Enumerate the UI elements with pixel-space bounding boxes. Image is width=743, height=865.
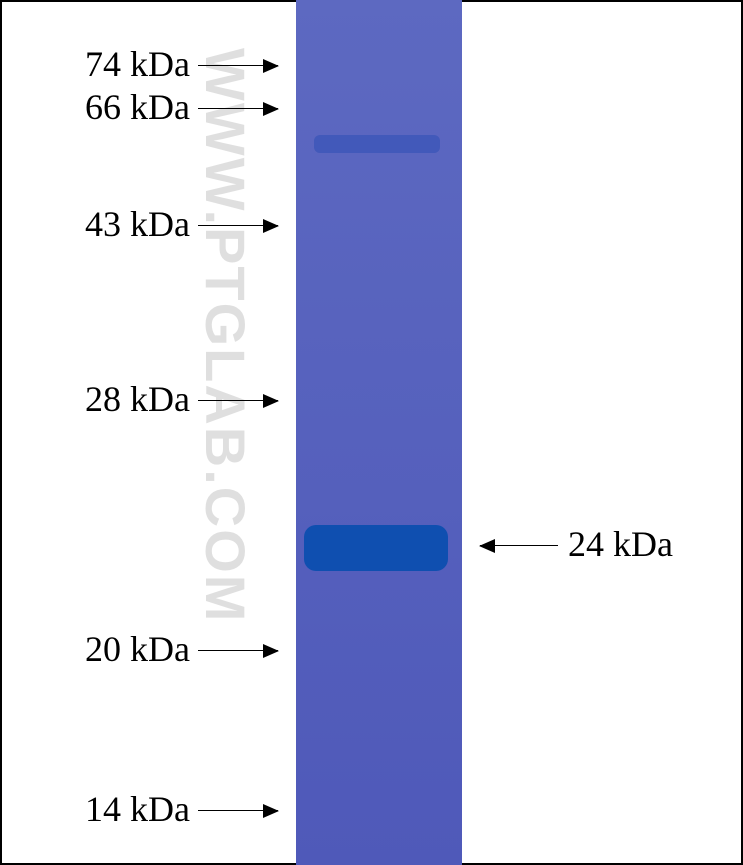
gel-lane (296, 0, 462, 865)
sample-arrow-0 (480, 545, 558, 546)
marker-label-5: 14 kDa (55, 788, 190, 830)
marker-label-0: 74 kDa (55, 43, 190, 85)
marker-arrow-5 (198, 810, 278, 811)
gel-band-1 (304, 525, 448, 571)
marker-arrow-0 (198, 65, 278, 66)
watermark-text: WWW.PTGLAB.COM (193, 48, 258, 623)
marker-arrow-1 (198, 108, 278, 109)
marker-label-3: 28 kDa (55, 378, 190, 420)
gel-band-0 (314, 135, 440, 153)
marker-arrow-3 (198, 400, 278, 401)
marker-label-4: 20 kDa (55, 628, 190, 670)
marker-arrow-2 (198, 225, 278, 226)
marker-label-1: 66 kDa (55, 86, 190, 128)
sample-label-0: 24 kDa (568, 523, 673, 565)
marker-arrow-4 (198, 650, 278, 651)
marker-label-2: 43 kDa (55, 203, 190, 245)
